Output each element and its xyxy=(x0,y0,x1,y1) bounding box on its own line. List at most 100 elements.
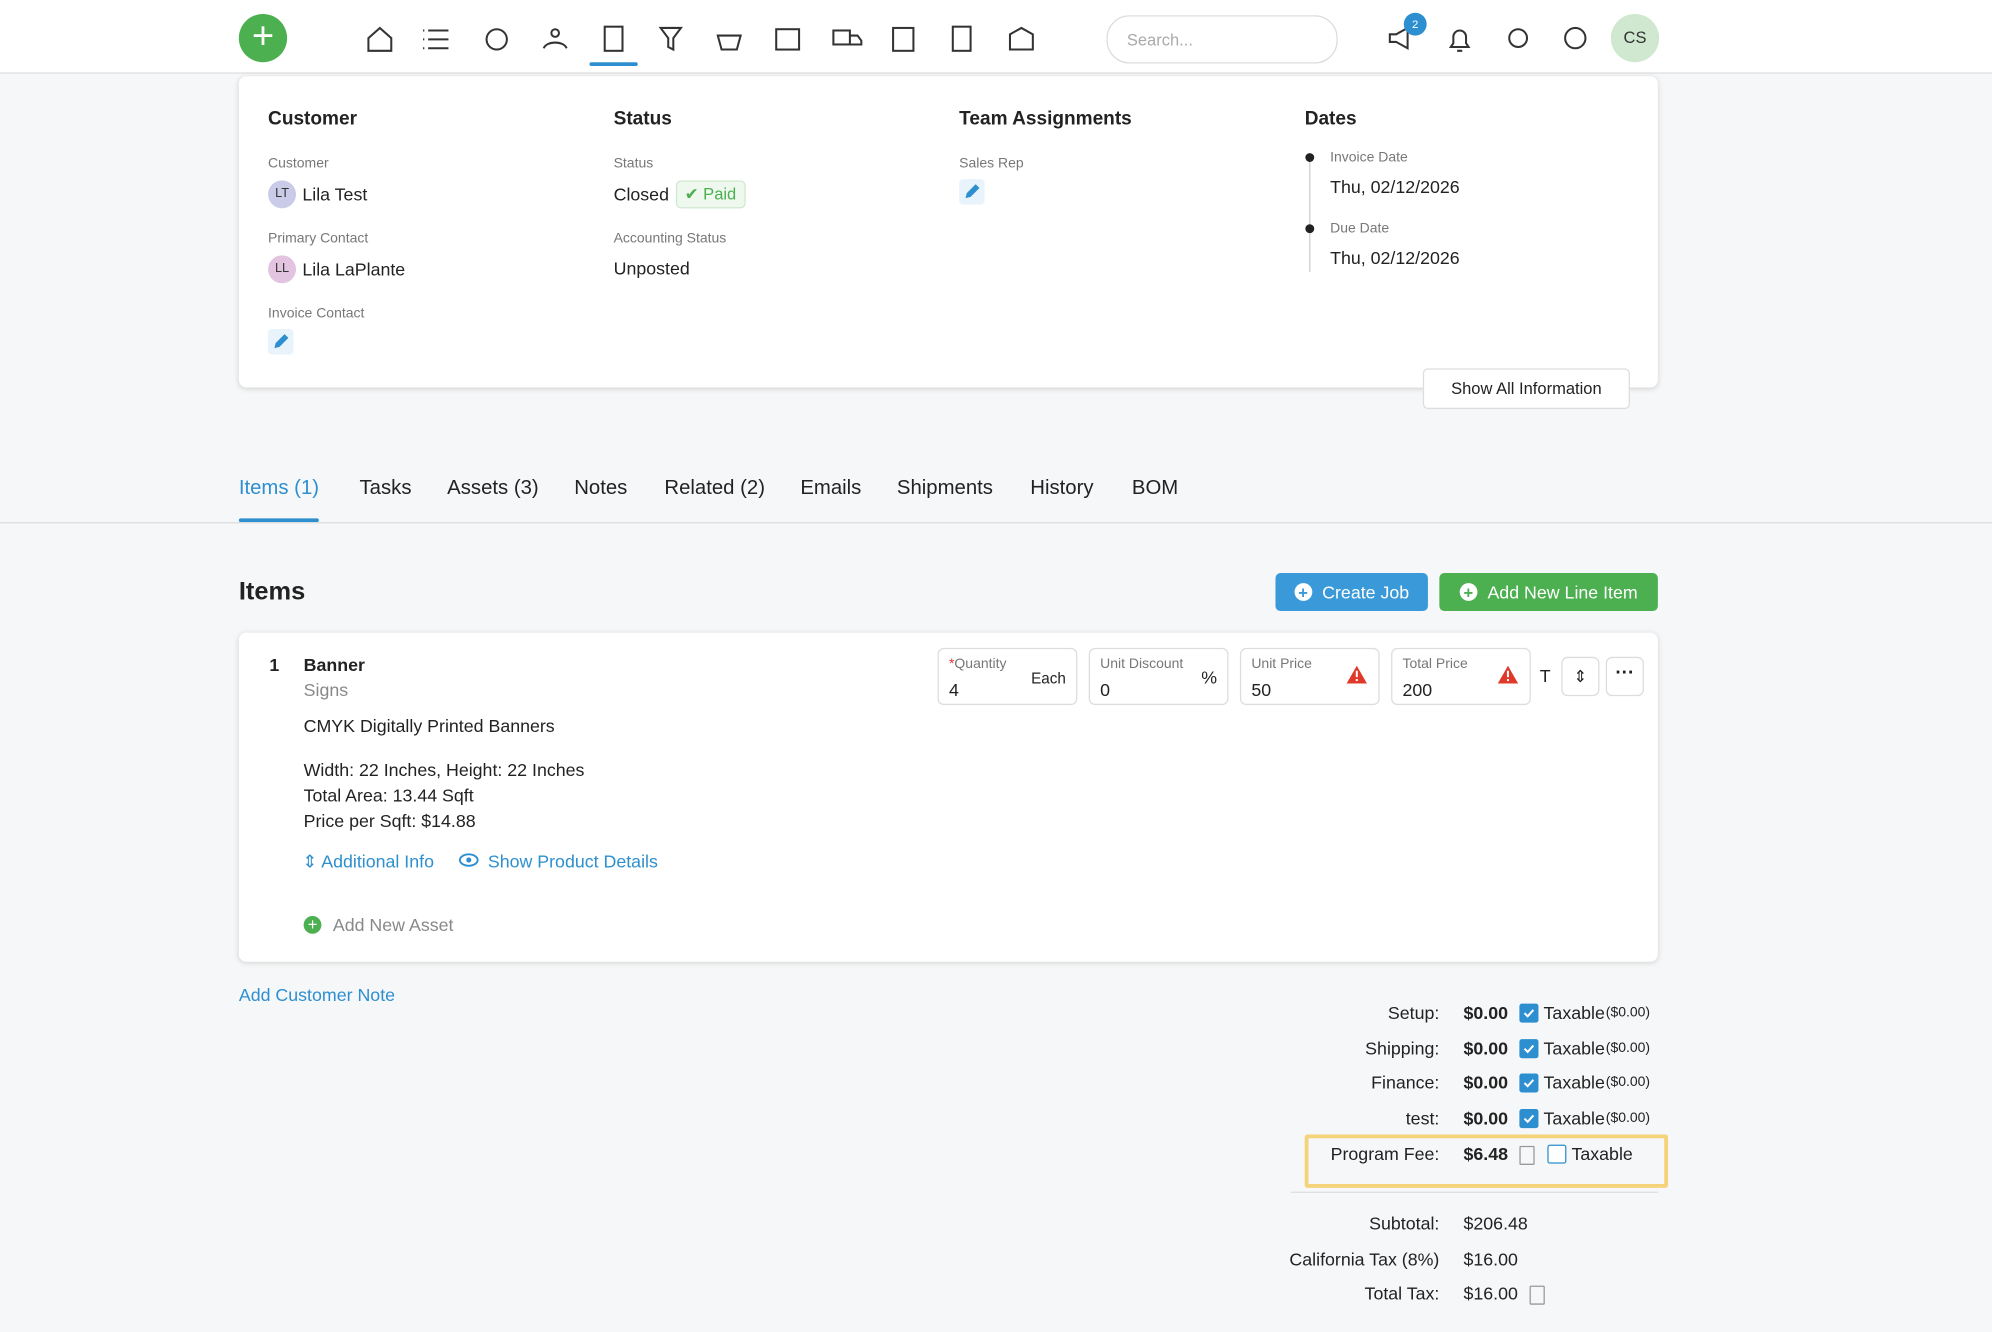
utility-icons xyxy=(1388,26,1587,52)
taxable-label: Taxable xyxy=(1543,1037,1605,1059)
product-name: Banner xyxy=(303,654,365,675)
unit-discount-field[interactable]: Unit Discount 0% xyxy=(1088,647,1229,706)
taxable-checkbox[interactable] xyxy=(1519,1109,1539,1129)
tab[interactable]: Emails xyxy=(800,477,862,500)
home-icon[interactable] xyxy=(367,26,393,52)
add-asset-icon[interactable]: + xyxy=(303,915,322,934)
charge-label: Program Fee: xyxy=(1330,1143,1440,1164)
tab[interactable]: Tasks xyxy=(359,477,412,500)
nav-icons xyxy=(367,25,1034,52)
tab[interactable]: History xyxy=(1030,477,1094,500)
summary-label: Subtotal: xyxy=(1369,1213,1440,1234)
unit-price-field[interactable]: Unit Price 50 xyxy=(1239,647,1380,706)
warning-icon xyxy=(1346,665,1367,684)
tax-amount: ($0.00) xyxy=(1605,1040,1651,1056)
unit-label: Each xyxy=(1031,669,1066,688)
add-asset-link[interactable]: Add New Asset xyxy=(332,914,454,936)
link-text: Additional Info xyxy=(321,851,434,872)
section-heading: Customer xyxy=(268,107,358,130)
quantity-field[interactable]: *Quantity 4 Each xyxy=(937,647,1078,706)
tab[interactable]: BOM xyxy=(1131,477,1179,500)
items-heading: Items xyxy=(238,578,306,606)
announcements-icon[interactable] xyxy=(1388,26,1409,51)
taxable-checkbox[interactable] xyxy=(1519,1073,1539,1093)
tax-amount: ($0.00) xyxy=(1605,1074,1651,1091)
summary-amount: $206.48 xyxy=(1463,1213,1528,1234)
product-category: Signs xyxy=(303,679,349,700)
product-detail: Width: 22 Inches, Height: 22 Inches xyxy=(303,759,585,781)
reorder-button[interactable]: ⇕ xyxy=(1561,656,1600,697)
summary-label: California Tax (8%) xyxy=(1289,1248,1440,1270)
charge-label: Setup: xyxy=(1387,1002,1440,1023)
due-date: Thu, 02/12/2026 xyxy=(1330,247,1460,269)
bell-icon[interactable] xyxy=(1448,29,1471,52)
unit-label: % xyxy=(1201,666,1218,688)
more-button[interactable]: ··· xyxy=(1605,656,1644,697)
paid-badge: ✔ Paid xyxy=(675,180,746,209)
tab[interactable]: Notes xyxy=(574,477,628,500)
tab[interactable]: Related (2) xyxy=(664,477,765,500)
search-box[interactable]: Search... xyxy=(1106,15,1338,64)
section-heading: Dates xyxy=(1304,107,1357,130)
invoice-date: Thu, 02/12/2026 xyxy=(1330,176,1460,197)
field-value: 4 xyxy=(948,679,959,700)
create-button[interactable]: + xyxy=(238,13,288,63)
section-heading: Team Assignments xyxy=(959,107,1132,130)
tasks-icon[interactable] xyxy=(423,29,449,50)
charge-label: test: xyxy=(1405,1107,1440,1129)
taxable-checkbox[interactable] xyxy=(1547,1144,1567,1164)
help-icon[interactable] xyxy=(1564,26,1587,50)
people-icon[interactable] xyxy=(542,28,568,49)
taxable-label: Taxable xyxy=(1543,1072,1605,1093)
field-label: Quantity xyxy=(954,656,1007,673)
create-job-button[interactable]: + Create Job xyxy=(1275,572,1428,612)
warning-icon xyxy=(1497,665,1519,684)
charge-amount: $0.00 xyxy=(1463,1037,1509,1059)
customer-avatar: LT xyxy=(268,180,297,209)
edit-sales-rep[interactable] xyxy=(959,179,985,205)
charge-amount: $0.00 xyxy=(1463,1072,1509,1093)
tax-amount: ($0.00) xyxy=(1605,1110,1651,1126)
contact-name[interactable]: Lila LaPlante xyxy=(302,259,406,280)
check-icon[interactable] xyxy=(485,28,508,51)
taxable-checkbox[interactable] xyxy=(1519,1039,1539,1059)
button-label: Create Job xyxy=(1322,581,1410,603)
tab[interactable]: Items (1) xyxy=(238,477,320,500)
product-detail: Total Area: 13.44 Sqft xyxy=(303,785,474,806)
report-icon[interactable] xyxy=(951,25,972,52)
tab[interactable]: Assets (3) xyxy=(447,477,539,500)
line-number: 1 xyxy=(269,654,280,675)
charge-amount: $0.00 xyxy=(1463,1002,1509,1023)
notification-badge: 2 xyxy=(1403,12,1427,36)
show-all-button[interactable]: Show All Information xyxy=(1422,368,1630,410)
charge-amount: $0.00 xyxy=(1463,1107,1509,1129)
book-icon[interactable] xyxy=(775,28,801,51)
total-price-field[interactable]: Total Price 200 xyxy=(1391,647,1531,706)
settings-icon[interactable] xyxy=(1508,28,1529,49)
edit-invoice-contact[interactable] xyxy=(268,329,294,355)
calculator-icon[interactable] xyxy=(1529,1285,1545,1305)
additional-info-link[interactable]: ⇕ Additional Info xyxy=(302,851,434,872)
status-value: Closed xyxy=(613,184,669,205)
inbox-icon[interactable] xyxy=(892,26,915,52)
tab-divider xyxy=(0,522,1992,524)
contact-avatar: LL xyxy=(268,255,297,284)
charge-label: Finance: xyxy=(1371,1072,1440,1093)
field-label: Unit Price xyxy=(1251,656,1312,673)
customer-name[interactable]: Lila Test xyxy=(302,184,368,205)
warehouse-icon[interactable] xyxy=(1008,26,1034,51)
user-avatar[interactable]: CS xyxy=(1610,13,1660,63)
active-nav-indicator xyxy=(589,62,638,67)
summary-amount: $16.00 xyxy=(1463,1283,1518,1304)
taxable-checkbox[interactable] xyxy=(1519,1003,1539,1023)
invoice-icon[interactable] xyxy=(603,25,624,52)
field-label: Primary Contact xyxy=(268,231,369,247)
show-details-link[interactable]: Show Product Details xyxy=(487,851,658,872)
add-customer-note-link[interactable]: Add Customer Note xyxy=(238,984,396,1005)
add-line-item-button[interactable]: + Add New Line Item xyxy=(1439,572,1658,612)
taxable-label: Taxable xyxy=(1543,1002,1605,1023)
truck-icon[interactable] xyxy=(832,29,863,46)
filter-icon[interactable] xyxy=(658,26,683,52)
tab[interactable]: Shipments xyxy=(896,477,993,500)
basket-icon[interactable] xyxy=(716,34,742,51)
